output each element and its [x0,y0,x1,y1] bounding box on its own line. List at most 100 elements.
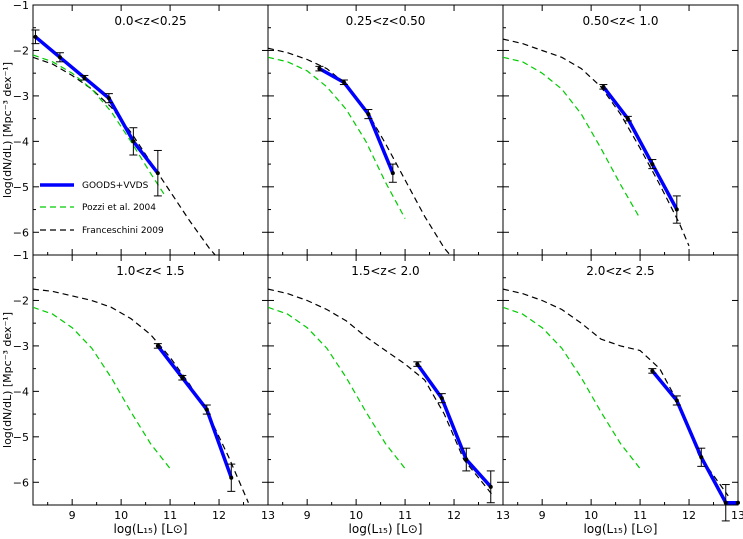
panel-2: 0.25<z<0.50 [267,4,504,256]
y-tick-label: −6 [13,226,29,239]
x-tick-label: 9 [304,509,311,522]
panel-frame [267,4,504,256]
x-axis-label: log(L₁₅) [L⊙] [349,522,423,536]
panel-title: 0.50<z< 1.0 [582,14,658,28]
series-line-pozzi-2004 [503,56,641,219]
data-point [106,96,111,101]
x-tick-label: 12 [447,509,461,522]
data-point [180,375,185,380]
data-point [625,116,630,121]
series-line-franceschini-2009 [503,288,729,497]
legend: GOODS+VVDS Pozzi et al. 2004 Franceschini … [40,181,164,236]
panel-4: 9 10 11 12 13 −1 −2 −3 −4 −5 −6 1.0<z< 1.5 [13,249,275,522]
x-axis-label: log(L₁₅) [L⊙] [584,522,658,536]
panel-3: 0.50<z< 1.0 [502,4,739,256]
data-point [155,343,160,348]
y-tick-label: −3 [13,90,29,103]
data-point [674,398,679,403]
series-line-goods-vvds [650,369,738,505]
panel-title: 0.25<z<0.50 [346,14,426,28]
y-tick-label: −1 [13,0,29,12]
x-tick-label: 12 [212,509,226,522]
y-tick-label: −5 [13,431,29,444]
legend-label: GOODS+VVDS [82,181,149,191]
data-point [204,407,209,412]
data-point [723,500,728,505]
data-point [33,34,38,39]
data-point [488,484,493,489]
y-axis-label: log(dN/dL) [Mpc⁻³ dex⁻¹] [1,312,14,448]
legend-label: Franceschini 2009 [82,226,164,236]
series-line-franceschini-2009 [503,38,690,247]
x-tick-label: 12 [682,509,696,522]
x-tick-label: 10 [584,509,598,522]
series-line-goods-vvds [156,344,233,479]
data-point [155,171,160,176]
x-tick-label: 11 [398,509,412,522]
data-point [650,368,655,373]
y-tick-label: −5 [13,181,29,194]
x-tick-label: 9 [69,509,76,522]
x-tick-label: 13 [731,509,743,522]
y-tick-label: −3 [13,340,29,353]
panel-title: 1.5<z< 2.0 [351,264,419,278]
series-line-pozzi-2004 [268,56,406,219]
series-line-franceschini-2009 [268,288,494,497]
data-point [601,84,606,89]
data-point [82,75,87,80]
series-line-franceschini-2009 [268,47,451,255]
x-tick-label: 11 [633,509,647,522]
series-line-goods-vvds [415,363,493,488]
data-point [699,455,704,460]
series-line-goods-vvds [34,35,160,175]
data-point [131,139,136,144]
data-point [366,112,371,117]
y-tick-label: −4 [13,135,29,148]
x-tick-label: 9 [539,509,546,522]
y-axis-label: log(dN/dL) [Mpc⁻³ dex⁻¹] [1,62,14,198]
y-tick-label: −4 [13,385,29,398]
data-point [317,66,322,71]
panel-title: 1.0<z< 1.5 [116,264,184,278]
legend-label: Pozzi et al. 2004 [82,203,156,213]
panels-layer: −1 −2 −3 −4 −5 −6 0.0<z<0.25 0.25<z<0.50 0.50<z<… [13,0,743,522]
series-line-goods-vvds [318,67,395,174]
series-line-pozzi-2004 [33,306,171,469]
series-line-franceschini-2009 [33,56,216,255]
panel-frame [502,254,739,506]
series-line-pozzi-2004 [268,306,406,469]
x-tick-label: 10 [114,509,128,522]
data-point [674,207,679,212]
x-tick-label: 13 [496,509,510,522]
y-tick-label: −2 [13,44,29,57]
series-line-pozzi-2004 [503,306,641,469]
series-line-goods-vvds [602,85,679,211]
panel-6: 9 10 11 12 13 2.0<z< 2.5 [502,254,743,522]
series-line-pozzi-2004 [33,54,166,197]
data-point [390,171,395,176]
x-tick-label: 13 [261,509,275,522]
x-tick-label: 10 [349,509,363,522]
axis-labels: log(dN/dL) [Mpc⁻³ dex⁻¹] log(dN/dL) [Mpc⁻… [1,62,657,536]
series-line-franceschini-2009 [33,288,249,503]
panel-frame [32,4,269,256]
panel-1: −1 −2 −3 −4 −5 −6 0.0<z<0.25 [13,0,269,256]
data-point [464,457,469,462]
panel-frame [502,4,739,256]
panel-title: 2.0<z< 2.5 [586,264,654,278]
data-point [650,162,655,167]
y-tick-label: −6 [13,476,29,489]
data-point [736,500,740,505]
panel-5: 9 10 11 12 13 1.5<z< 2.0 [267,254,510,522]
x-axis-label: log(L₁₅) [L⊙] [114,522,188,536]
y-tick-label: −2 [13,294,29,307]
panel-frame [267,254,504,506]
data-point [439,396,444,401]
x-tick-label: 11 [163,509,177,522]
data-point [415,362,420,367]
data-point [341,80,346,85]
panel-title: 0.0<z<0.25 [114,14,186,28]
data-point [229,475,234,480]
data-point [57,55,62,60]
